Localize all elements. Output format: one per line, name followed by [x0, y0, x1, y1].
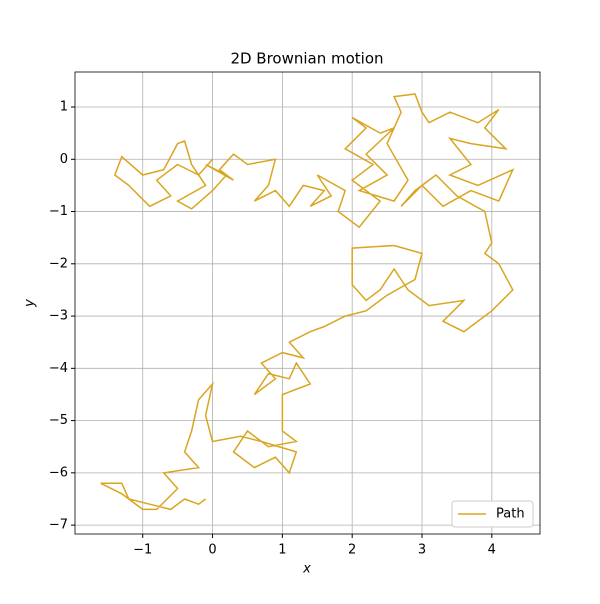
y-tick-label: −3 — [49, 309, 68, 324]
x-tick-label: 2 — [348, 543, 356, 558]
path-line — [100, 93, 515, 511]
y-tick-label: −7 — [49, 518, 68, 533]
plot-frame — [74, 71, 541, 535]
y-tick-label: 1 — [60, 100, 68, 115]
x-tick-label: −1 — [133, 543, 152, 558]
chart-title: 2D Brownian motion — [230, 50, 383, 68]
y-tick-label: −5 — [49, 413, 68, 428]
y-axis-label: y — [23, 299, 38, 308]
y-tick-label: −2 — [49, 256, 68, 271]
legend-label: Path — [496, 507, 525, 522]
x-tick-label: 0 — [208, 543, 216, 558]
y-tick-label: 0 — [60, 152, 68, 167]
y-tick-label: −1 — [49, 204, 68, 219]
y-tick-label: −4 — [49, 361, 68, 376]
x-tick-label: 1 — [278, 543, 286, 558]
x-tick-label: 3 — [418, 543, 426, 558]
legend-box — [451, 500, 534, 528]
x-axis-label: x — [302, 562, 311, 577]
x-tick-label: 4 — [488, 543, 496, 558]
y-tick-label: −6 — [49, 465, 68, 480]
